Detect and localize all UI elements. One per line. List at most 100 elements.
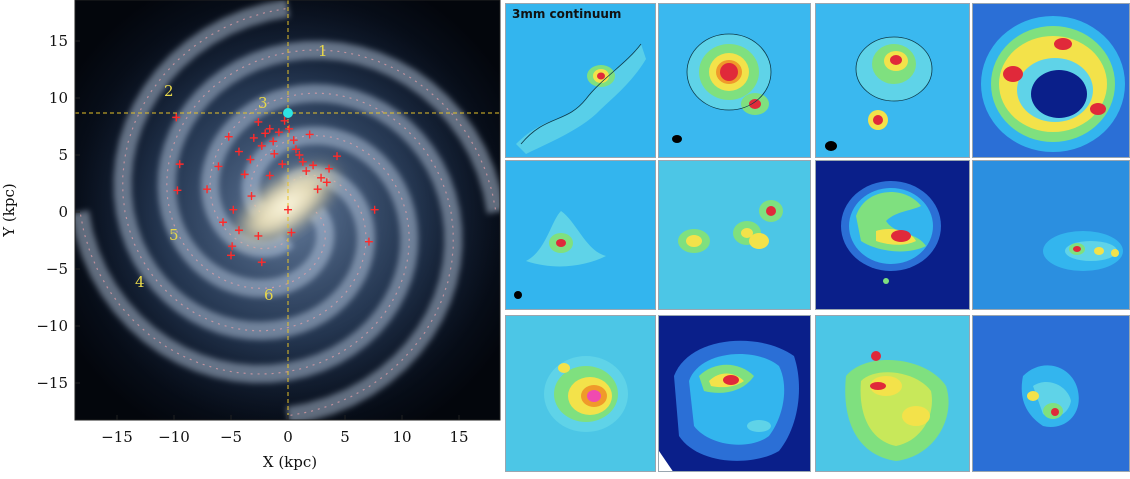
arm-label-1: 1 — [318, 42, 328, 60]
source-marker — [234, 226, 243, 235]
map-image-5 — [506, 161, 655, 309]
source-marker — [240, 170, 249, 179]
spiral-arm-dust — [79, 7, 497, 417]
arm-dust-lane — [79, 134, 410, 375]
x-tick-label: −10 — [158, 428, 190, 446]
source-marker — [317, 173, 326, 182]
source-marker — [322, 178, 331, 187]
sun-marker — [283, 108, 293, 118]
arm-dust-lane — [209, 92, 454, 417]
source-marker — [234, 147, 243, 156]
source-marker — [278, 160, 287, 169]
map-panel-6 — [658, 160, 811, 310]
y-tick-label: −10 — [36, 317, 68, 335]
source-marker — [309, 161, 318, 170]
source-marker — [289, 136, 298, 145]
source-marker — [203, 185, 212, 194]
continuum-map-grid: 3mm continuum — [505, 0, 1130, 475]
source-marker — [265, 171, 274, 180]
y-tick-label: −5 — [46, 260, 68, 278]
x-axis-ticks: −15 −10 −5 0 5 10 15 — [101, 415, 469, 446]
source-marker — [302, 166, 311, 175]
y-tick-label: 5 — [58, 146, 68, 164]
map-image-4 — [973, 4, 1129, 157]
map-panel-5 — [505, 160, 656, 310]
y-axis-ticks: 15 10 5 0 −5 −10 −15 — [36, 32, 80, 392]
x-tick-label: 10 — [392, 428, 411, 446]
x-tick-label: 5 — [340, 428, 350, 446]
source-marker — [295, 151, 304, 159]
x-tick-label: 0 — [283, 428, 293, 446]
arm-label-4: 4 — [135, 273, 145, 291]
map-panel-1: 3mm continuum — [505, 3, 656, 158]
y-axis-label: Y (kpc) — [0, 183, 18, 237]
map-image-8 — [973, 161, 1129, 309]
source-marker — [325, 164, 334, 173]
source-marker — [313, 185, 322, 194]
arm-label-2: 2 — [164, 82, 174, 100]
source-marker — [298, 157, 307, 166]
galaxy-plot: 1 2 3 4 5 6 −15 −10 −5 0 5 10 15 151050−5−10−1… — [0, 0, 501, 471]
arm-dust-lane — [166, 49, 497, 290]
source-marker — [219, 218, 228, 227]
source-marker — [214, 162, 223, 171]
map-panel-3 — [815, 3, 970, 158]
source-marker — [284, 205, 292, 214]
source-marker — [291, 145, 300, 154]
source-marker — [173, 186, 182, 195]
source-marker — [274, 128, 283, 137]
map-image-11 — [816, 316, 969, 471]
source-marker — [257, 258, 266, 267]
source-marker — [247, 192, 256, 201]
map-image-12 — [973, 316, 1129, 471]
source-marker — [261, 129, 270, 138]
source-marker — [280, 116, 289, 125]
source-marker — [175, 160, 184, 169]
source-marker — [287, 228, 296, 237]
y-tick-label: −15 — [36, 374, 68, 392]
map-panel-2 — [658, 3, 811, 158]
source-marker — [305, 130, 314, 139]
x-axis-label: X (kpc) — [263, 453, 317, 471]
arm-dust-lane — [122, 7, 367, 332]
map-panel-4 — [972, 3, 1130, 158]
arm-label-5: 5 — [169, 226, 179, 244]
source-marker — [229, 205, 238, 214]
x-tick-label: 15 — [449, 428, 468, 446]
source-marker — [270, 149, 279, 158]
map-image-6 — [659, 161, 810, 309]
source-marker — [254, 231, 263, 240]
source-marker — [257, 141, 266, 150]
source-marker — [224, 132, 233, 141]
map-panel-11 — [815, 315, 970, 472]
map-image-9 — [506, 316, 655, 471]
source-marker — [364, 237, 373, 246]
source-marker — [246, 155, 255, 164]
source-marker — [227, 251, 235, 260]
y-tick-label: 10 — [49, 89, 68, 107]
galactic-bulge — [227, 158, 345, 252]
y-tick-label: 15 — [49, 32, 68, 50]
map-image-10 — [659, 316, 810, 471]
arm-label-6: 6 — [264, 286, 274, 304]
panel-title: 3mm continuum — [512, 7, 622, 21]
map-panel-9 — [505, 315, 656, 472]
map-panel-12 — [972, 315, 1130, 472]
y-tick-label: 0 — [58, 203, 68, 221]
milky-way-map: 1 2 3 4 5 6 −15 −10 −5 0 5 10 15 15 10 5 0 −5 −10 −1… — [0, 0, 505, 475]
map-panel-7 — [815, 160, 970, 310]
map-image-1 — [506, 4, 655, 157]
map-panel-10 — [658, 315, 811, 472]
map-image-2 — [659, 4, 810, 157]
source-marker — [285, 124, 294, 133]
map-panel-8 — [972, 160, 1130, 310]
source-markers — [172, 113, 379, 267]
x-tick-label: −5 — [220, 428, 242, 446]
source-marker — [172, 113, 181, 122]
map-image-3 — [816, 4, 969, 157]
x-tick-label: −15 — [101, 428, 133, 446]
source-marker — [254, 117, 263, 126]
source-marker — [333, 152, 342, 161]
map-image-7 — [816, 161, 969, 309]
source-marker — [265, 124, 274, 133]
